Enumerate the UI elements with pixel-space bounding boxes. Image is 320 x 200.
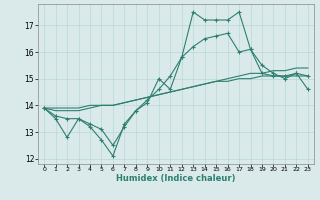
X-axis label: Humidex (Indice chaleur): Humidex (Indice chaleur) — [116, 174, 236, 183]
